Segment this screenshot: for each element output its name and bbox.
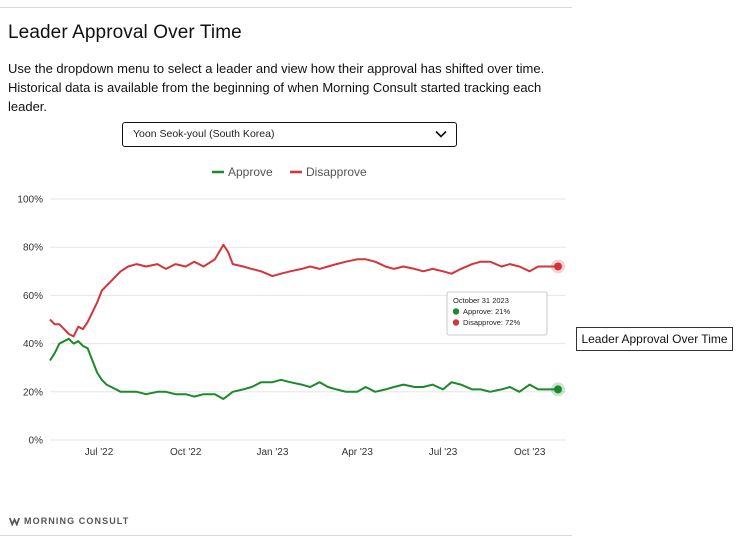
external-chart-label: Leader Approval Over Time [576,327,733,351]
tooltip-value-disapprove: Disapprove: 72% [463,318,520,327]
series-line-approve [49,337,558,400]
y-tick-label: 80% [23,243,43,254]
brand-footer: MORNING CONSULT [9,515,129,527]
bottom-divider [0,535,572,536]
x-tick-label: Apr '23 [342,447,374,458]
leader-select-dropdown[interactable]: Yoon Seok-youl (South Korea) [122,122,457,147]
morning-consult-logo [9,516,20,526]
tooltip-dot-approve [452,308,460,315]
x-tick-label: Jul '22 [85,447,114,458]
endpoint-marker-approve [554,385,562,394]
x-tick-label: Oct '22 [170,447,202,458]
y-tick-label: 60% [23,291,43,302]
approval-line-chart: 0% 20% 40% 60% 80% 100% Jul '22 Oct '22 Jan '23 A… [17,165,566,458]
legend-label-approve: Approve [228,165,273,179]
x-tick-label: Oct '23 [514,447,546,458]
brand-name: MORNING CONSULT [24,516,130,526]
tooltip-dot-disapprove [452,319,460,326]
chevron-down-icon [435,130,447,138]
endpoint-marker-disapprove [554,262,562,271]
series-line-disapprove [49,243,558,338]
tooltip-date: October 31 2023 [453,296,509,305]
tooltip-value-approve: Approve: 21% [463,307,510,316]
chart-tooltip-box [446,291,548,336]
y-tick-label: 0% [29,436,44,447]
x-tick-label: Jan '23 [256,447,288,458]
x-tick-label: Jul '23 [429,447,458,458]
page-title: Leader Approval Over Time [8,22,242,43]
top-divider [0,7,572,8]
y-tick-label: 40% [23,339,43,350]
leader-select-value: Yoon Seok-youl (South Korea) [133,128,275,140]
page-description: Use the dropdown menu to select a leader… [8,61,545,114]
y-tick-label: 20% [23,387,43,398]
legend-label-disapprove: Disapprove [306,165,367,179]
y-tick-label: 100% [17,195,43,206]
